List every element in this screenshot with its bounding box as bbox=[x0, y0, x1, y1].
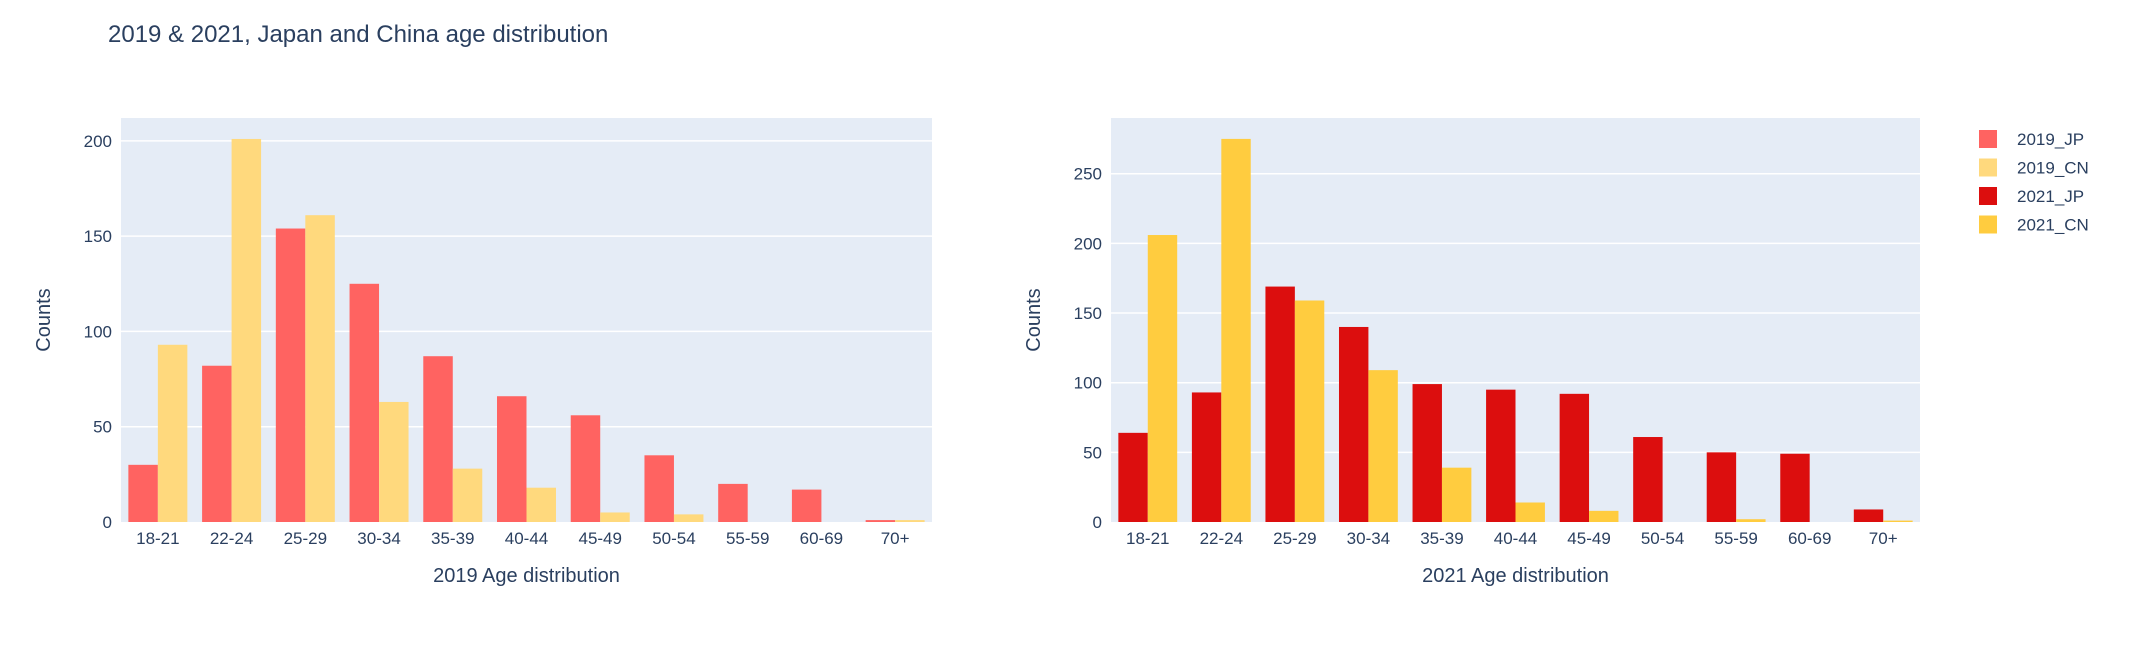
bar-2019_CN-30-34[interactable] bbox=[379, 401, 409, 522]
bar-2019_CN-70+[interactable] bbox=[895, 520, 925, 522]
legend-label: 2019_CN bbox=[2017, 159, 2089, 178]
bar-2021_JP-18-21[interactable] bbox=[1118, 432, 1148, 522]
bar-2021_JP-30-34[interactable] bbox=[1338, 326, 1369, 522]
bar-2019_JP-35-39[interactable] bbox=[423, 356, 453, 522]
x-tick-label: 45-49 bbox=[1567, 529, 1610, 548]
bar-2019_JP-30-34[interactable] bbox=[349, 283, 380, 522]
x-tick-label: 35-39 bbox=[431, 529, 474, 548]
legend-label: 2019_JP bbox=[2017, 130, 2084, 149]
y-tick-label: 200 bbox=[84, 132, 112, 151]
x-tick-label: 55-59 bbox=[726, 529, 769, 548]
x-tick-label: 22-24 bbox=[210, 529, 253, 548]
y-tick-label: 100 bbox=[84, 322, 112, 341]
bar-2019_CN-25-29[interactable] bbox=[305, 215, 335, 523]
subplot-2021: 0 50 100 150 200 250 18-21 22-24 25-29 30-34 35-39… bbox=[1023, 118, 1920, 587]
y-tick-label: 200 bbox=[1074, 234, 1102, 253]
bar-2021_CN-40-44[interactable] bbox=[1515, 502, 1545, 522]
x-tick-label: 25-29 bbox=[1273, 529, 1316, 548]
x-tick-label: 70+ bbox=[1869, 529, 1898, 548]
bar-2021_CN-55-59[interactable] bbox=[1736, 519, 1766, 522]
x-tick-label: 60-69 bbox=[1788, 529, 1831, 548]
x-tick-label: 50-54 bbox=[1641, 529, 1684, 548]
bar-2021_CN-70+[interactable] bbox=[1883, 520, 1913, 522]
bar-2019_JP-22-24[interactable] bbox=[202, 365, 232, 522]
x-tick-label: 45-49 bbox=[578, 529, 621, 548]
bar-2019_JP-45-49[interactable] bbox=[570, 415, 601, 522]
bar-2021_CN-35-39[interactable] bbox=[1441, 467, 1472, 522]
bar-2021_JP-35-39[interactable] bbox=[1412, 384, 1442, 522]
x-tick-label: 18-21 bbox=[1126, 529, 1169, 548]
subplot-2019: 0 50 100 150 200 18-21 22-24 25-29 30-34 35-39 40-… bbox=[33, 118, 932, 587]
y-tick-label: 50 bbox=[1083, 443, 1102, 462]
legend-swatch bbox=[1979, 215, 1997, 234]
bar-2021_JP-50-54[interactable] bbox=[1633, 437, 1663, 522]
bar-2021_JP-70+[interactable] bbox=[1853, 509, 1884, 522]
y-tick-label: 150 bbox=[84, 227, 112, 246]
x-tick-label: 25-29 bbox=[284, 529, 327, 548]
bar-2019_CN-35-39[interactable] bbox=[452, 468, 483, 522]
x-axis-title: 2019 Age distribution bbox=[433, 565, 620, 587]
x-tick-label: 22-24 bbox=[1200, 529, 1243, 548]
bar-2019_JP-70+[interactable] bbox=[865, 520, 896, 522]
bar-2019_CN-40-44[interactable] bbox=[526, 487, 556, 522]
y-tick-label: 0 bbox=[103, 513, 112, 532]
x-tick-label: 18-21 bbox=[136, 529, 179, 548]
bar-2021_CN-25-29[interactable] bbox=[1294, 300, 1325, 522]
bar-2021_CN-18-21[interactable] bbox=[1147, 235, 1178, 522]
legend-label: 2021_CN bbox=[2017, 216, 2089, 235]
y-tick-label: 150 bbox=[1074, 304, 1102, 323]
bar-2019_CN-18-21[interactable] bbox=[157, 344, 188, 522]
x-tick-label: 30-34 bbox=[357, 529, 400, 548]
legend[interactable]: 2019_JP 2019_CN 2021_JP 2021_CN bbox=[1979, 130, 2089, 235]
legend-item-2021_CN[interactable]: 2021_CN bbox=[1979, 215, 2089, 235]
y-tick-label: 100 bbox=[1074, 374, 1102, 393]
bar-2019_JP-25-29[interactable] bbox=[275, 228, 306, 522]
bar-2021_CN-45-49[interactable] bbox=[1589, 510, 1619, 522]
y-tick-label: 50 bbox=[93, 418, 112, 437]
y-tick-label: 0 bbox=[1093, 513, 1102, 532]
x-tick-label: 40-44 bbox=[505, 529, 548, 548]
legend-label: 2021_JP bbox=[2017, 187, 2084, 206]
x-tick-label: 35-39 bbox=[1420, 529, 1463, 548]
y-axis-title: Counts bbox=[33, 288, 55, 351]
legend-swatch bbox=[1979, 158, 1997, 177]
y-axis-title: Counts bbox=[1023, 288, 1045, 351]
bar-2019_CN-45-49[interactable] bbox=[600, 512, 630, 522]
chart-title: 2019 & 2021, Japan and China age distrib… bbox=[108, 21, 608, 48]
bar-2019_JP-50-54[interactable] bbox=[644, 455, 674, 522]
bar-2021_JP-22-24[interactable] bbox=[1191, 392, 1222, 522]
legend-item-2021_JP[interactable]: 2021_JP bbox=[1979, 187, 2084, 206]
bar-2021_CN-30-34[interactable] bbox=[1368, 370, 1398, 522]
x-tick-label: 55-59 bbox=[1714, 529, 1757, 548]
bar-2021_JP-45-49[interactable] bbox=[1559, 393, 1590, 522]
bar-2021_JP-55-59[interactable] bbox=[1706, 452, 1737, 522]
bar-2021_JP-25-29[interactable] bbox=[1265, 286, 1295, 522]
bar-2019_CN-22-24[interactable] bbox=[231, 138, 262, 522]
bar-2019_JP-60-69[interactable] bbox=[791, 489, 822, 522]
bar-2019_JP-40-44[interactable] bbox=[497, 396, 527, 522]
bar-2019_JP-18-21[interactable] bbox=[128, 464, 158, 522]
x-tick-label: 50-54 bbox=[652, 529, 695, 548]
bar-2021_JP-40-44[interactable] bbox=[1486, 389, 1516, 522]
legend-item-2019_JP[interactable]: 2019_JP bbox=[1979, 130, 2084, 149]
x-tick-label: 60-69 bbox=[800, 529, 843, 548]
x-axis-title: 2021 Age distribution bbox=[1422, 565, 1609, 587]
bar-2019_CN-50-54[interactable] bbox=[673, 514, 704, 522]
x-tick-label: 30-34 bbox=[1347, 529, 1390, 548]
legend-swatch bbox=[1979, 187, 1997, 205]
legend-item-2019_CN[interactable]: 2019_CN bbox=[1979, 158, 2089, 178]
x-tick-label: 70+ bbox=[881, 529, 910, 548]
y-tick-label: 250 bbox=[1074, 165, 1102, 184]
legend-swatch bbox=[1979, 130, 1997, 148]
bar-2021_CN-22-24[interactable] bbox=[1221, 138, 1251, 522]
bar-2021_JP-60-69[interactable] bbox=[1780, 453, 1810, 522]
bar-2019_JP-55-59[interactable] bbox=[718, 483, 748, 522]
x-tick-label: 40-44 bbox=[1494, 529, 1537, 548]
